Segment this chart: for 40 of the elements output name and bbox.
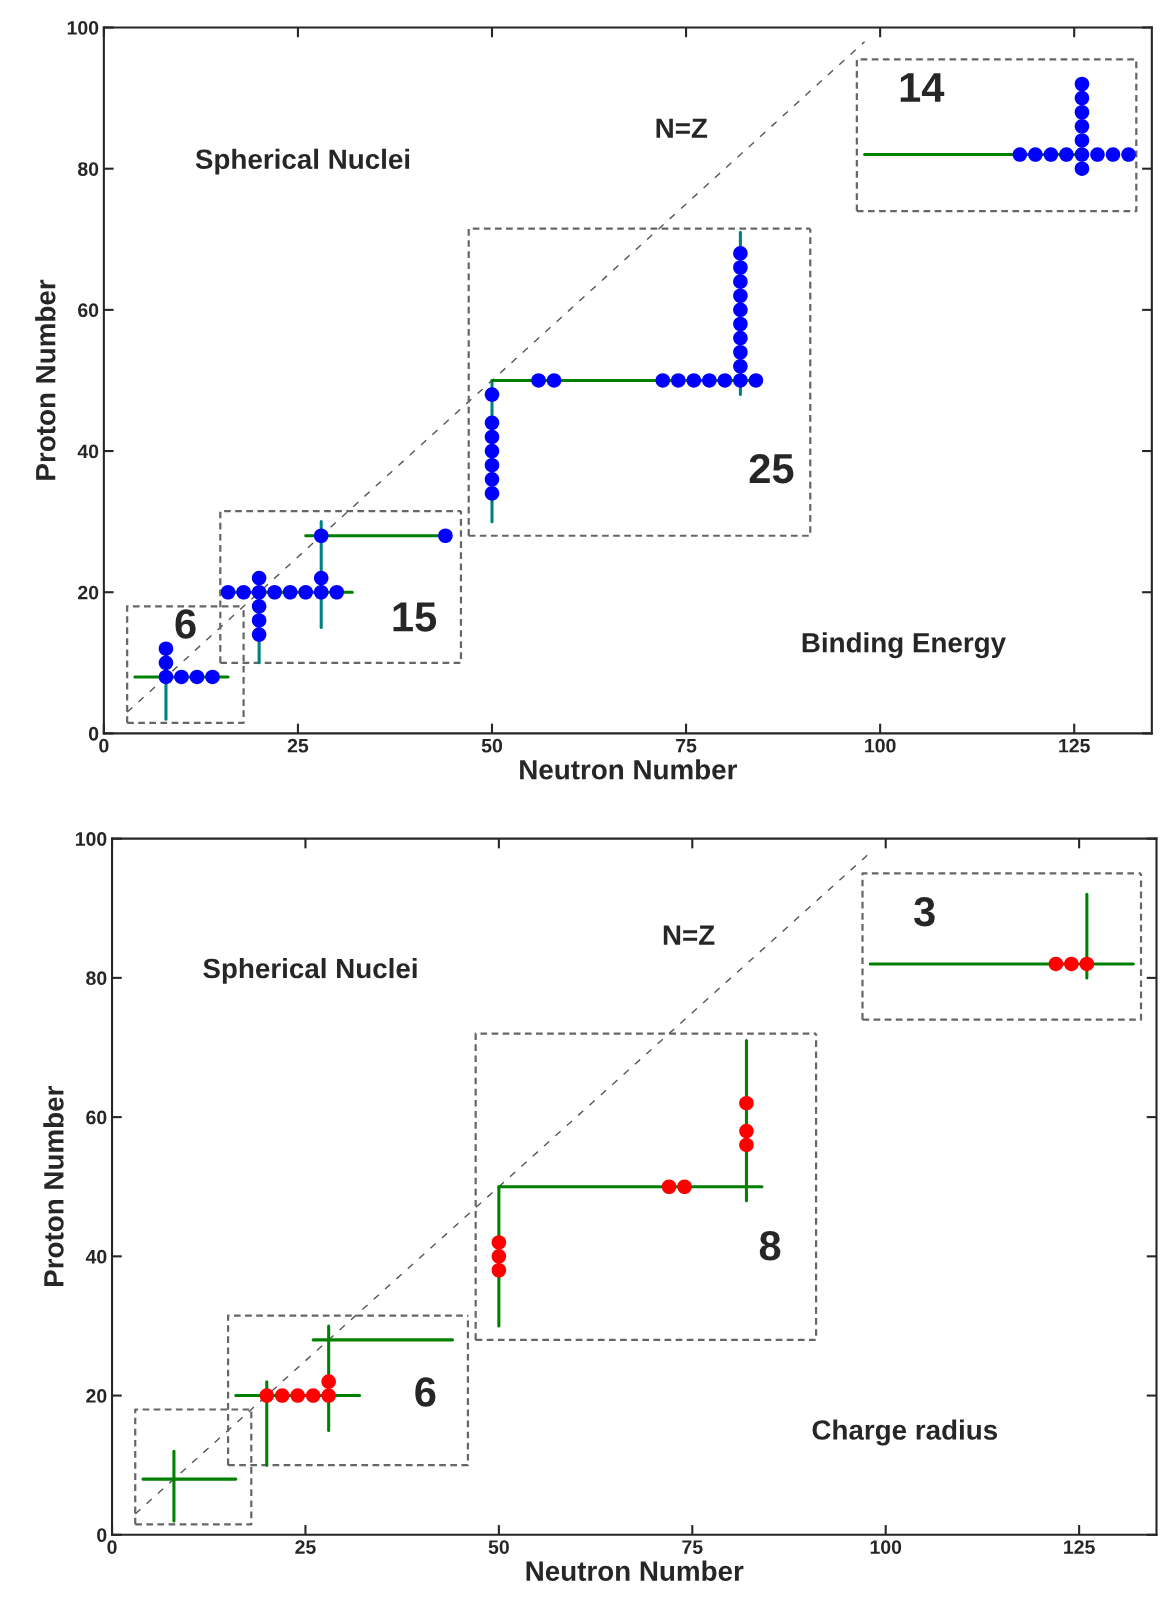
y-tick-label: 60 bbox=[86, 1110, 107, 1125]
y-tick-label: 100 bbox=[75, 832, 107, 846]
x-tick-label: 25 bbox=[295, 1540, 316, 1554]
annotation: N=Z bbox=[656, 118, 708, 138]
annotation: 25 bbox=[749, 453, 794, 484]
y-tick-label: 20 bbox=[86, 1389, 107, 1403]
x-tick-label: 50 bbox=[488, 1540, 509, 1554]
y-tick-label: 60 bbox=[78, 303, 99, 318]
y-tick-label: 20 bbox=[78, 585, 99, 600]
y-axis-title: Proton Number bbox=[35, 279, 56, 480]
annotation: Charge radius bbox=[812, 1419, 998, 1446]
annotation: 3 bbox=[914, 896, 935, 927]
annotation: 14 bbox=[900, 73, 945, 102]
y-tick-label: 0 bbox=[97, 1528, 107, 1543]
y-tick-label: 80 bbox=[86, 971, 107, 986]
annotation: Binding Energy bbox=[802, 632, 1006, 659]
x-tick-label: 75 bbox=[682, 1540, 703, 1554]
annotation: Spherical Nuclei bbox=[203, 957, 417, 984]
annotation: Spherical Nuclei bbox=[195, 148, 410, 175]
y-tick-label: 40 bbox=[85, 1249, 107, 1264]
x-tick-label: 125 bbox=[1064, 1540, 1095, 1554]
x-tick-label: 75 bbox=[676, 738, 697, 753]
y-axis-title: Proton Number bbox=[43, 1086, 64, 1286]
annotation: N=Z bbox=[663, 925, 715, 945]
x-tick-label: 25 bbox=[287, 738, 309, 753]
x-tick-label: 100 bbox=[865, 738, 896, 753]
annotation: 6 bbox=[415, 1377, 436, 1407]
annotation: 6 bbox=[175, 609, 196, 639]
y-tick-label: 40 bbox=[77, 444, 99, 459]
x-axis-title: Neutron Number bbox=[520, 759, 737, 780]
y-tick-label: 0 bbox=[88, 726, 99, 741]
x-tick-label: 0 bbox=[107, 1540, 117, 1554]
x-tick-label: 125 bbox=[1059, 738, 1090, 753]
annotation: 8 bbox=[759, 1231, 781, 1261]
annotation: 15 bbox=[393, 602, 437, 632]
x-tick-label: 50 bbox=[481, 738, 503, 753]
y-tick-label: 100 bbox=[67, 20, 99, 35]
y-tick-label: 80 bbox=[77, 162, 99, 176]
x-axis-title: Neutron Number bbox=[526, 1560, 744, 1581]
x-tick-label: 100 bbox=[870, 1540, 902, 1554]
